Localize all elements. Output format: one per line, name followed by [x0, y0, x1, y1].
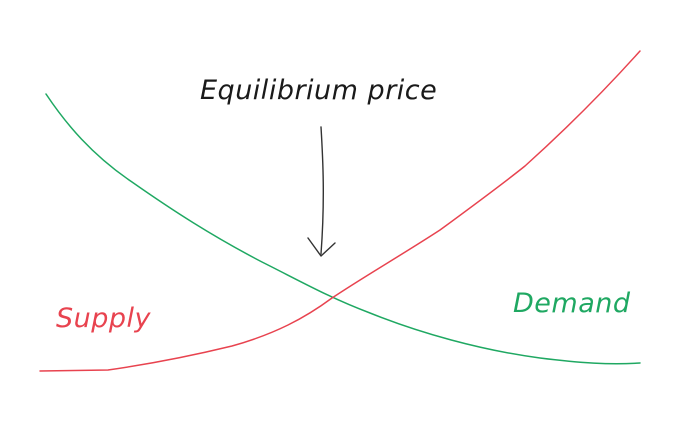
arrow-shaft — [320, 126, 325, 255]
supply-curve — [39, 50, 641, 372]
arrow-head — [307, 237, 336, 257]
demand-curve — [45, 93, 641, 365]
supply-label: Supply — [56, 303, 152, 334]
demand-label: Demand — [513, 288, 631, 319]
equilibrium-arrow — [307, 126, 336, 257]
equilibrium-price-label: Equilibrium price — [200, 75, 437, 106]
